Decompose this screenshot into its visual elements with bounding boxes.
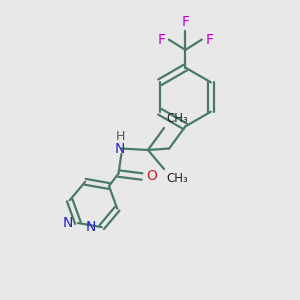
Text: H: H [115, 130, 125, 143]
Text: N: N [86, 220, 96, 234]
Text: CH₃: CH₃ [167, 172, 188, 185]
Text: CH₃: CH₃ [167, 112, 188, 125]
Text: N: N [115, 142, 125, 155]
Text: F: F [157, 33, 165, 46]
Text: N: N [62, 216, 73, 230]
Text: F: F [206, 33, 213, 46]
Text: O: O [146, 169, 157, 184]
Text: F: F [181, 15, 189, 29]
